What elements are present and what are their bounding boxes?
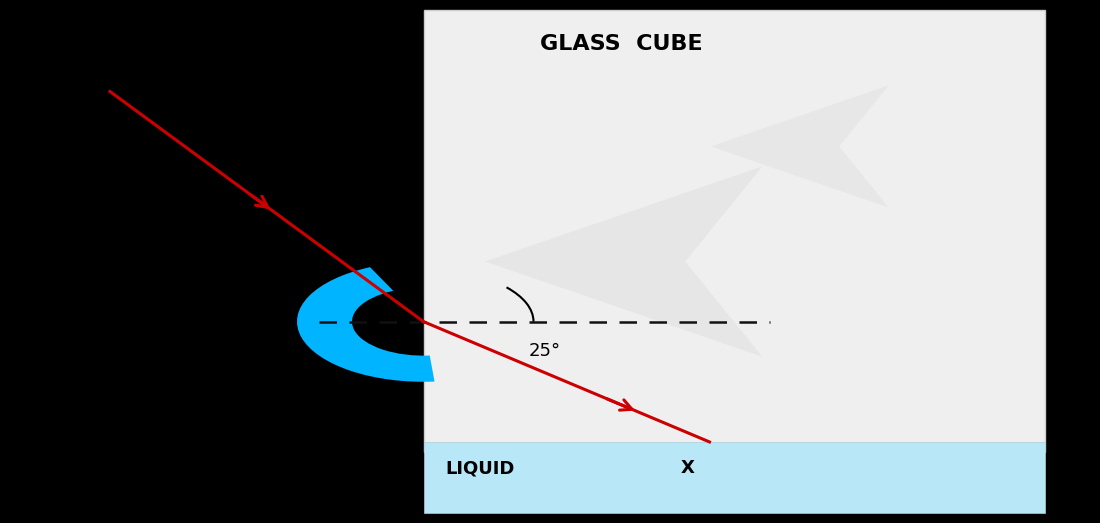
Text: LIQUID: LIQUID — [446, 459, 515, 477]
Text: X: X — [681, 459, 694, 477]
Text: 25°: 25° — [528, 343, 561, 360]
Polygon shape — [711, 85, 889, 208]
Text: GLASS  CUBE: GLASS CUBE — [540, 35, 703, 54]
Text: 9°: 9° — [374, 299, 392, 313]
Bar — [424, 442, 1045, 513]
Wedge shape — [297, 267, 434, 382]
Bar — [424, 10, 1045, 452]
Polygon shape — [485, 166, 762, 357]
